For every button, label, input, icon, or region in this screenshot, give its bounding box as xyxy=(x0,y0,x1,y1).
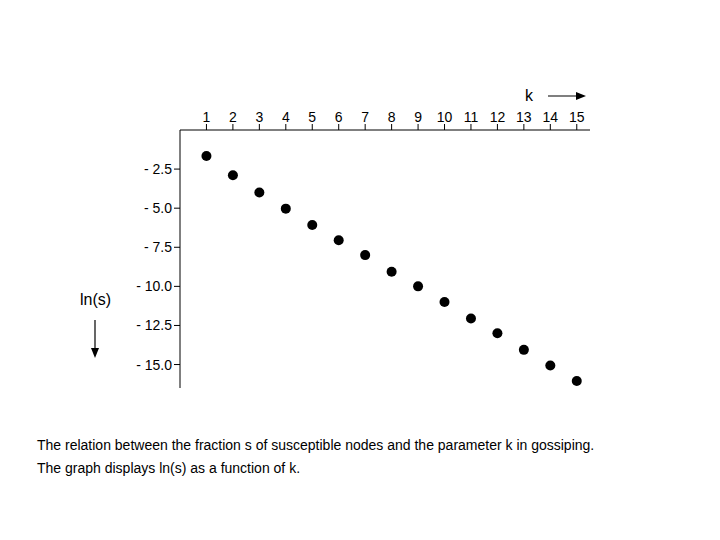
svg-text:11: 11 xyxy=(464,109,479,125)
svg-text:ln(s): ln(s) xyxy=(80,291,111,308)
svg-text:- 12.5: - 12.5 xyxy=(136,317,172,333)
svg-text:8: 8 xyxy=(388,109,396,125)
svg-text:The graph displays ln(s) as a: The graph displays ln(s) as a function o… xyxy=(37,460,300,476)
svg-text:3: 3 xyxy=(255,109,263,125)
svg-text:1: 1 xyxy=(203,109,211,125)
svg-text:5: 5 xyxy=(308,109,316,125)
svg-text:15: 15 xyxy=(569,109,585,125)
svg-text:6: 6 xyxy=(335,109,343,125)
svg-text:- 2.5: - 2.5 xyxy=(144,161,172,177)
svg-text:- 7.5: - 7.5 xyxy=(144,239,172,255)
svg-text:2: 2 xyxy=(229,109,237,125)
svg-text:13: 13 xyxy=(516,109,532,125)
svg-text:The relation between the fract: The relation between the fraction s of s… xyxy=(37,437,594,453)
svg-text:- 5.0: - 5.0 xyxy=(144,200,172,216)
svg-text:9: 9 xyxy=(414,109,422,125)
svg-text:k: k xyxy=(525,87,534,104)
svg-text:10: 10 xyxy=(437,109,453,125)
svg-text:12: 12 xyxy=(490,109,506,125)
svg-text:4: 4 xyxy=(282,109,290,125)
svg-text:- 10.0: - 10.0 xyxy=(136,278,172,294)
svg-text:14: 14 xyxy=(543,109,559,125)
svg-text:- 15.0: - 15.0 xyxy=(136,357,172,373)
svg-text:7: 7 xyxy=(361,109,369,125)
